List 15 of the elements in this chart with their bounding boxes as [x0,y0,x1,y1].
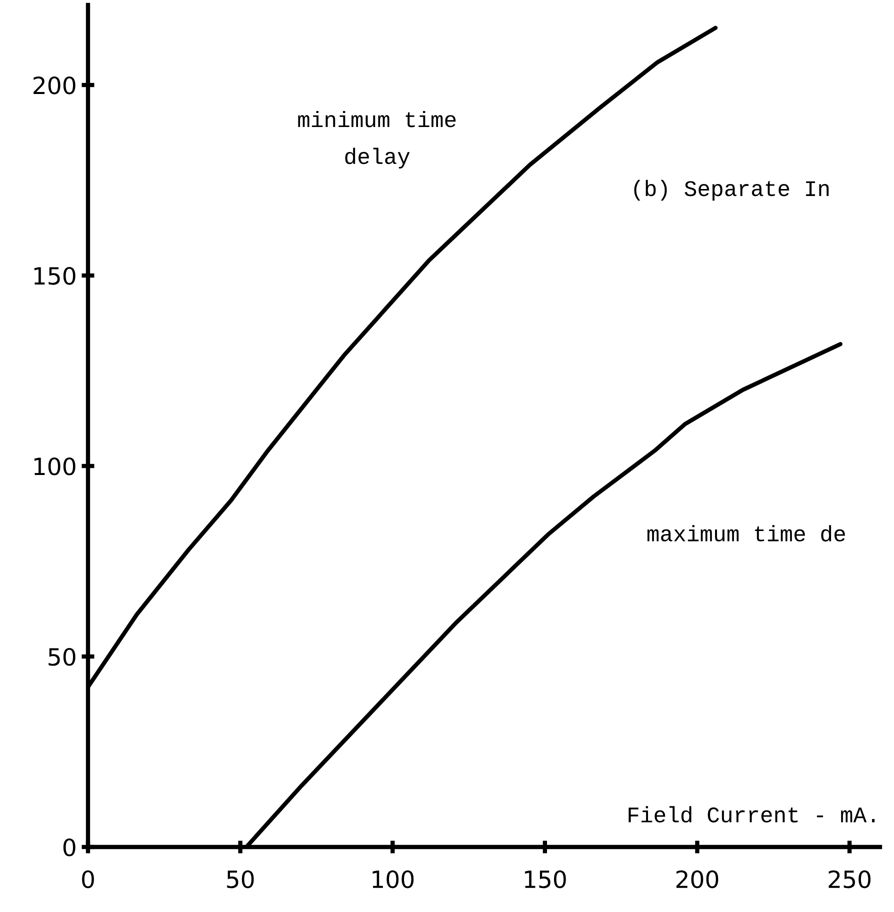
y-tick-label: 150 [34,266,76,285]
x-tick-label: 250 [828,870,871,888]
x-tick-label: 50 [227,870,254,888]
y-tick-label: 50 [48,648,76,666]
x-tick-label: 100 [372,870,414,888]
annotation: (b) Separate In [634,180,829,201]
annotation: minimum time delay [298,110,456,168]
y-tick-label: 100 [34,457,76,476]
x-axis-title: Field Current - mA. [628,806,875,823]
x-tick-label: 150 [524,870,566,888]
x-tick-label: 0 [82,870,94,888]
y-tick-label: 200 [34,76,76,94]
annotation: maximum time de [647,525,845,542]
x-tick-label: 200 [676,870,718,888]
y-tick-label: 0 [63,838,76,856]
